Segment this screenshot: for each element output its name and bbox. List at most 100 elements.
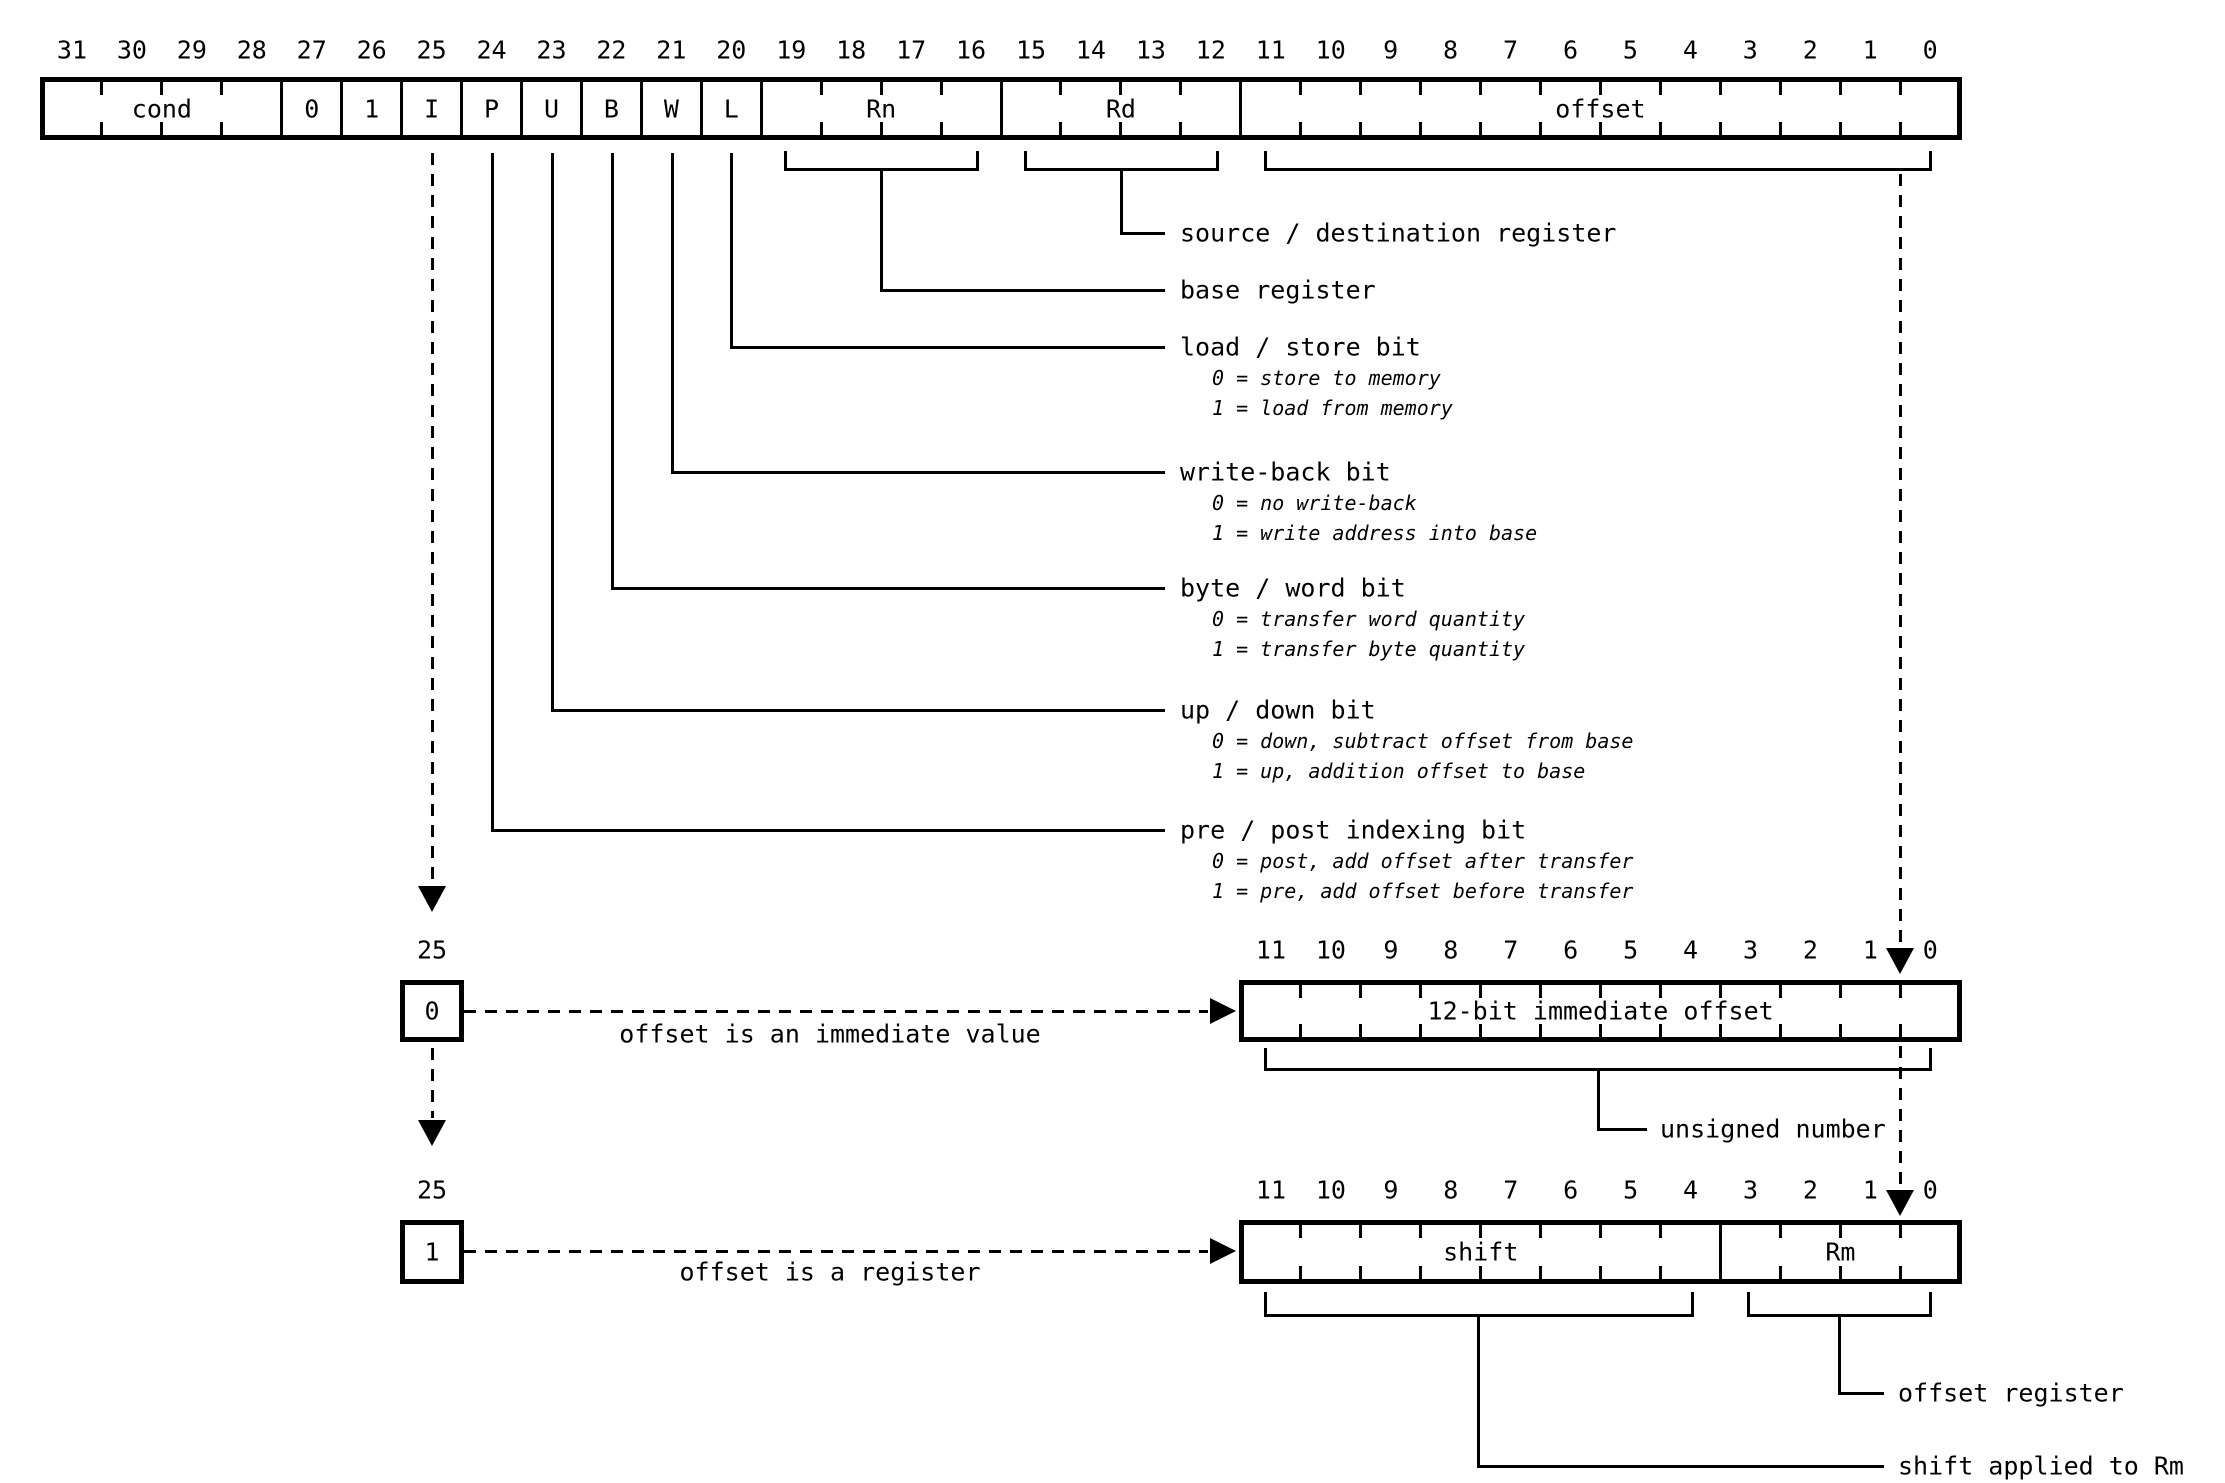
bit-number-label: 6 — [1563, 1175, 1579, 1205]
field-label: L — [723, 94, 739, 123]
bit-number-label: 18 — [836, 35, 867, 65]
callout-label: byte / word bit — [1180, 573, 1406, 603]
bit-number-label: 3 — [1742, 935, 1759, 965]
field-label: Rn — [866, 94, 897, 123]
bit-tick — [1838, 1024, 1842, 1037]
bit-tick — [1059, 82, 1063, 95]
callout-subitem: 0 = transfer word quantity — [1212, 607, 1526, 631]
arrow-down-icon — [418, 1120, 446, 1146]
bit-number-label: 4 — [1683, 1175, 1699, 1205]
bit-tick — [1898, 1225, 1902, 1238]
rm-bracket — [1746, 1292, 1750, 1317]
bit-number-label: 10 — [1315, 935, 1346, 965]
offset-bracket — [1263, 151, 1267, 171]
field-separator — [759, 82, 763, 135]
bit-number-label: 11 — [1255, 1175, 1287, 1205]
immediate-dashed-connector — [464, 1009, 1208, 1013]
bit-number-label: 2 — [1802, 935, 1818, 965]
callout-subitem: 0 = post, add offset after transfer — [1212, 849, 1634, 873]
callout-subitem: 0 = down, subtract offset from base — [1212, 729, 1634, 753]
bit-tick — [1119, 82, 1123, 95]
rn-bracket — [783, 151, 787, 171]
bit-tick — [1599, 985, 1603, 998]
bit-tick — [1778, 985, 1782, 998]
field-label: W — [663, 94, 679, 123]
bit-tick — [1299, 1225, 1303, 1238]
shift-bracket — [1263, 1292, 1267, 1317]
callout-line — [729, 345, 1165, 349]
bit-number-label: 7 — [1502, 35, 1519, 65]
bit-number-label: 25 — [416, 35, 447, 65]
i-bit-dashed-connector — [430, 153, 434, 884]
bit-position-label: 25 — [416, 1175, 448, 1205]
field-separator — [579, 82, 583, 135]
bit-number-label: 16 — [956, 35, 987, 65]
callout-subitem: 0 = no write-back — [1212, 491, 1417, 515]
arrow-down-icon — [1886, 1190, 1914, 1216]
bit-number-label: 24 — [476, 35, 507, 65]
bit-tick — [220, 122, 224, 135]
bit-number-label: 11 — [1255, 35, 1286, 65]
note-offset-register: offset register — [1898, 1378, 2124, 1408]
bit-tick — [100, 122, 104, 135]
field-label: Rd — [1105, 94, 1136, 123]
bit-number-label: 3 — [1742, 35, 1758, 65]
bit-tick — [1419, 985, 1423, 998]
callout-line — [490, 153, 494, 832]
bit-tick — [1419, 122, 1423, 135]
field-separator — [520, 82, 524, 135]
field-label: shift — [1443, 1237, 1519, 1267]
callout-label: pre / post indexing bit — [1180, 815, 1527, 845]
field-label: 12-bit immediate offset — [1427, 996, 1774, 1026]
bit-tick — [1359, 1266, 1363, 1279]
bit-value-box-1 — [400, 1220, 464, 1284]
note-line — [1476, 1464, 1884, 1468]
offset-dashed-connector — [1898, 1046, 1902, 1186]
bit-tick — [1179, 82, 1183, 95]
caption-register: offset is a register — [679, 1257, 981, 1287]
field-separator — [400, 82, 404, 135]
bit-tick — [1778, 1266, 1782, 1279]
field-label: 1 — [424, 1237, 440, 1267]
bit-tick — [1658, 122, 1662, 135]
callout-line — [670, 153, 674, 474]
callout-subitem: 1 = up, addition offset to base — [1212, 759, 1586, 783]
bit-tick — [1419, 1024, 1423, 1037]
callout-subitem: 1 = transfer byte quantity — [1212, 637, 1526, 661]
callout-line — [670, 470, 1165, 474]
callout-label: source / destination register — [1180, 218, 1617, 248]
field-separator — [1239, 82, 1243, 135]
callout-subitem: 1 = pre, add offset before transfer — [1212, 879, 1634, 903]
arrow-down-icon — [418, 886, 446, 912]
rm-bracket — [1928, 1292, 1932, 1317]
bit-tick — [879, 82, 883, 95]
bit-number-label: 29 — [176, 35, 207, 65]
bit-tick — [1539, 985, 1543, 998]
bit-tick — [1479, 122, 1483, 135]
bit-tick — [1719, 1024, 1723, 1037]
bit-number-label: 5 — [1623, 935, 1639, 965]
bit-tick — [100, 82, 104, 95]
bit-tick — [1479, 1225, 1483, 1238]
rm-bracket — [1746, 1314, 1932, 1317]
bit-tick — [1599, 1225, 1603, 1238]
shift-bracket — [1263, 1314, 1694, 1317]
bit-tick — [819, 122, 823, 135]
bit-number-label: 17 — [896, 35, 927, 65]
note-line — [1837, 1317, 1841, 1393]
bit-number-label: 12 — [1195, 35, 1226, 65]
field-label: U — [543, 94, 560, 123]
field-label: offset — [1555, 94, 1646, 123]
bit-number-label: 8 — [1443, 35, 1459, 65]
callout-line — [490, 828, 1165, 832]
callout-line — [550, 708, 1165, 712]
bit-number-label: 6 — [1563, 935, 1579, 965]
bit-tick — [1539, 82, 1542, 95]
bit-tick — [1838, 1225, 1842, 1238]
bit-tick — [1359, 985, 1363, 998]
register-dashed-connector — [464, 1249, 1208, 1253]
bit-tick — [1419, 1266, 1423, 1279]
callout-line — [879, 168, 883, 292]
bit-number-label: 4 — [1682, 35, 1698, 65]
bit-number-label: 19 — [776, 35, 807, 65]
